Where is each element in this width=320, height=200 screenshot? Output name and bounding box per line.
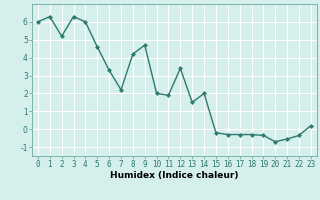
X-axis label: Humidex (Indice chaleur): Humidex (Indice chaleur): [110, 171, 239, 180]
